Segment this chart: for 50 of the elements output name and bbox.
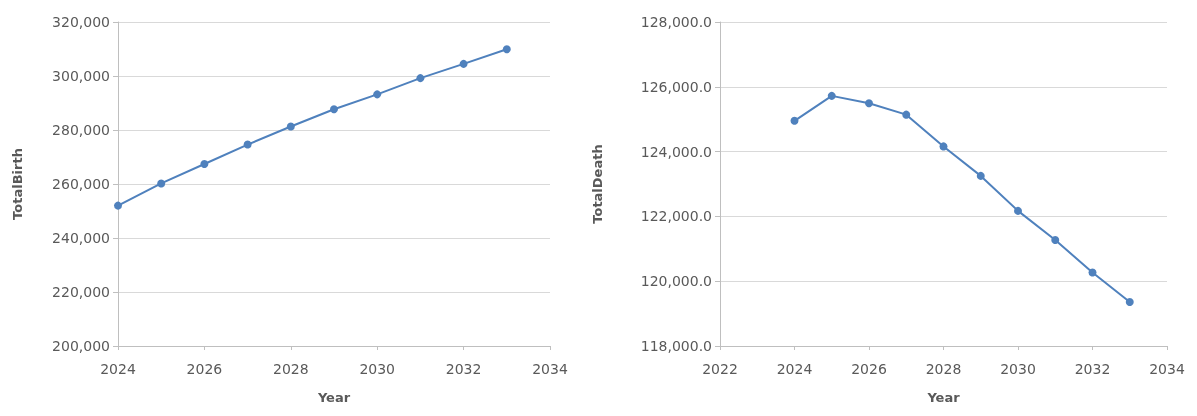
y-tick-label: 260,000: [52, 176, 110, 192]
x-tick-label: 2028: [272, 361, 309, 377]
x-tick-label: 2024: [776, 361, 813, 377]
x-tick-label: 2030: [1000, 361, 1036, 377]
y-tick-label: 124,000.0: [640, 143, 712, 160]
point: [502, 45, 511, 54]
x-tick-label: 2024: [100, 361, 136, 377]
y-tick-label: 200,000: [52, 338, 110, 354]
point: [827, 91, 836, 100]
point: [1088, 268, 1097, 277]
point: [373, 90, 382, 99]
point: [1125, 297, 1134, 306]
point: [902, 110, 911, 119]
point: [114, 201, 122, 210]
y-tick-label: 120,000.0: [640, 273, 712, 290]
y-tick-label: 320,000: [52, 14, 110, 30]
x-tick-label: 2026: [186, 361, 223, 377]
x-tick-label: 2032: [445, 361, 482, 377]
x-axis-title: Year: [316, 390, 351, 405]
point: [790, 116, 799, 125]
y-tick-label: 128,000.0: [640, 14, 712, 30]
y-tick-label: 118,000.0: [640, 338, 712, 354]
y-axis-title: TotalBirth: [10, 148, 25, 220]
x-tick-label: 2022: [702, 361, 738, 377]
point: [865, 99, 873, 108]
x-tick-label: 2034: [532, 361, 568, 377]
x-tick-label: 2032: [1074, 361, 1111, 377]
x-tick-label: 2028: [925, 361, 962, 377]
point: [976, 171, 985, 180]
point: [1014, 206, 1022, 215]
point: [157, 179, 166, 188]
y-tick-label: 220,000: [52, 284, 110, 300]
x-tick-label: 2034: [1149, 361, 1185, 377]
x-tick-label: 2026: [851, 361, 887, 377]
point: [459, 59, 468, 68]
y-tick-label: 280,000: [52, 122, 110, 138]
y-tick-label: 122,000.0: [640, 208, 712, 225]
x-axis-title: Year: [926, 390, 961, 405]
y-tick-label: 300,000: [52, 68, 110, 84]
point: [200, 160, 209, 169]
x-tick-label: 2030: [359, 361, 396, 377]
point: [416, 74, 425, 83]
point: [1051, 236, 1060, 245]
point: [330, 105, 338, 114]
point: [243, 140, 252, 149]
point: [286, 122, 295, 131]
y-tick-label: 126,000.0: [640, 78, 712, 95]
y-tick-label: 240,000: [52, 230, 110, 246]
y-axis-title: TotalDeath: [590, 144, 605, 224]
point: [939, 142, 948, 151]
